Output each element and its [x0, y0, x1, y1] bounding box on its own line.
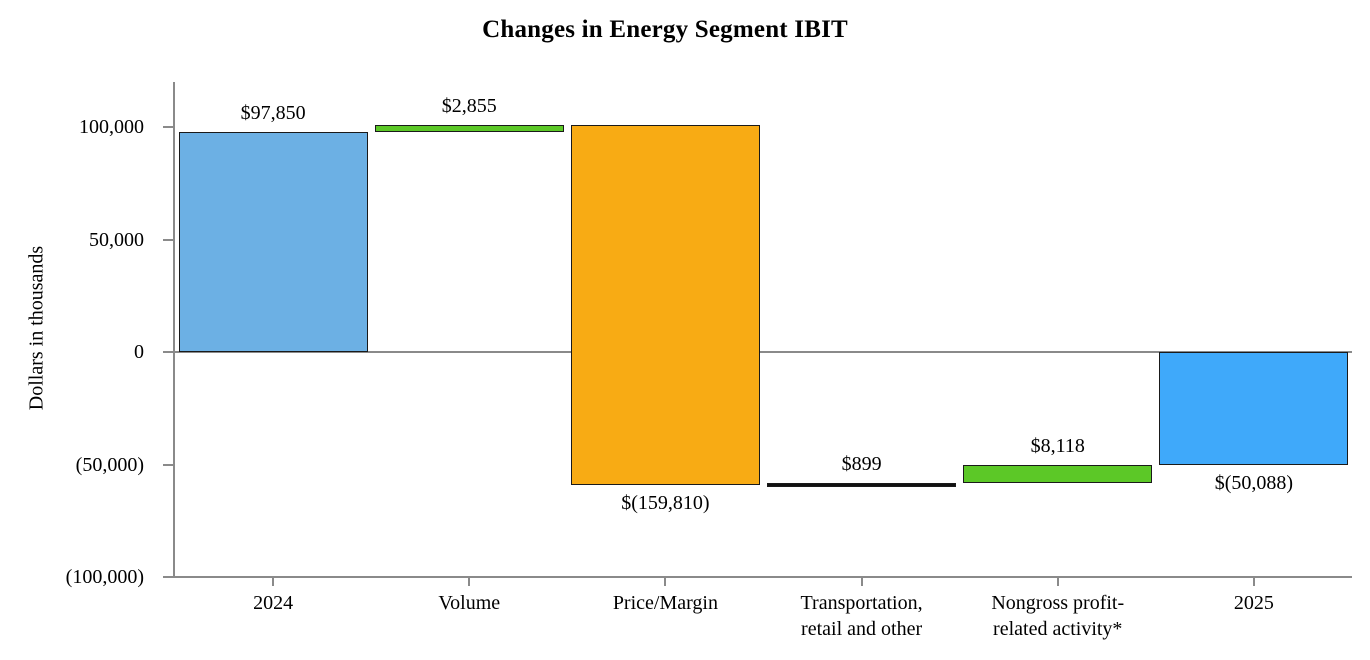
- bar-2024: [178, 131, 368, 352]
- y-tick: [163, 238, 173, 241]
- x-tick: [1056, 577, 1059, 586]
- y-tick-label: 0: [134, 341, 144, 363]
- x-axis-category-label: Transportation, retail and other: [764, 590, 960, 642]
- y-tick: [163, 463, 173, 466]
- x-tick: [860, 577, 863, 586]
- y-tick-label: 50,000: [89, 228, 144, 251]
- zero-gridline: [175, 351, 1352, 353]
- y-axis-line: [173, 82, 175, 578]
- x-tick: [468, 577, 471, 586]
- bar-nongross-profit-: [963, 464, 1153, 483]
- x-axis-category-line: 2025: [1233, 592, 1274, 614]
- x-axis-category-label: Volume: [371, 590, 567, 616]
- bar-value-label: $(50,088): [1214, 471, 1294, 494]
- y-tick-label: (100,000): [65, 566, 144, 588]
- x-axis-category-label: Price/Margin: [567, 590, 763, 616]
- bar-transportation-: [767, 482, 957, 487]
- bar-2025: [1159, 352, 1349, 465]
- x-axis-category-line: Transportation,: [800, 592, 923, 614]
- bar-value-label: $8,118: [1030, 434, 1085, 457]
- x-axis-category-line: related activity*: [993, 618, 1123, 640]
- x-axis-category-label: 2024: [175, 590, 371, 616]
- x-axis-line: [170, 576, 1352, 578]
- x-tick: [664, 577, 667, 586]
- bar-value-label: $899: [841, 452, 882, 475]
- y-tick: [163, 126, 173, 128]
- x-axis-category-line: Volume: [438, 592, 501, 614]
- x-axis-category-label: Nongross profit-related activity*: [960, 590, 1156, 642]
- bar-value-label: $(159,810): [621, 491, 710, 514]
- x-axis-category-line: Nongross profit-: [991, 592, 1125, 614]
- bar-value-label: $2,855: [441, 95, 497, 118]
- y-tick: [163, 576, 173, 578]
- y-axis-title: Dollars in thousands: [25, 245, 48, 411]
- y-tick-label: 100,000: [79, 116, 144, 138]
- chart-title: Changes in Energy Segment IBIT: [482, 16, 848, 43]
- bar-volume: [374, 125, 564, 132]
- y-tick: [163, 351, 173, 353]
- x-axis-category-label: 2025: [1156, 590, 1352, 616]
- x-axis-category-line: Price/Margin: [612, 592, 718, 614]
- bar-price-margin: [570, 125, 760, 485]
- x-axis-category-line: retail and other: [801, 618, 923, 640]
- x-tick: [272, 577, 275, 586]
- x-axis-category-line: 2024: [253, 592, 294, 614]
- bar-value-label: $97,850: [240, 101, 306, 124]
- x-tick: [1252, 577, 1255, 586]
- y-tick-label: (50,000): [75, 453, 144, 476]
